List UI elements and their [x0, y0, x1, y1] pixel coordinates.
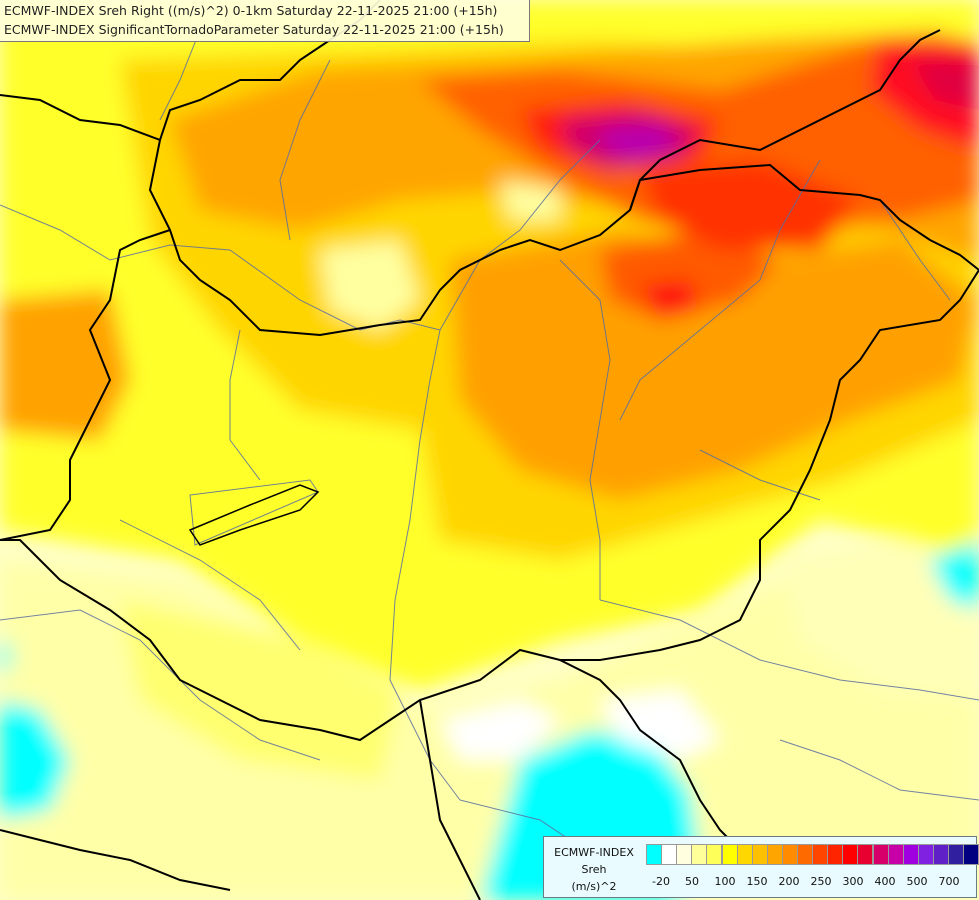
legend-tick-label: 300 [842, 875, 864, 888]
legend-swatch [751, 844, 768, 865]
legend-swatch [917, 844, 934, 865]
legend-swatch [706, 844, 723, 865]
color-legend: ECMWF-INDEX Sreh (m/s)^2 -20 50 100 150 200 2… [543, 836, 979, 898]
legend-swatch [932, 844, 949, 865]
legend-swatch [736, 844, 753, 865]
legend-tick-label: 200 [778, 875, 800, 888]
legend-swatch [842, 844, 859, 865]
legend-swatch [872, 844, 889, 865]
legend-tick-label: 100 [714, 875, 736, 888]
header-line-2: ECMWF-INDEX SignificantTornadoParameter … [4, 22, 504, 37]
lake-balaton [188, 484, 320, 546]
legend-swatch [646, 844, 662, 865]
legend-title: ECMWF-INDEX [554, 846, 634, 859]
legend-tick-label: 50 [685, 875, 699, 888]
map-header: ECMWF-INDEX Sreh Right ((m/s)^2) 0-1km S… [0, 0, 530, 42]
legend-swatch [902, 844, 919, 865]
legend-swatch [857, 844, 874, 865]
legend-swatch [691, 844, 708, 865]
legend-swatch [948, 844, 964, 865]
legend-tick-label: 700 [938, 875, 960, 888]
legend-swatch [781, 844, 798, 865]
legend-swatch [963, 844, 979, 865]
legend-tick-label: 500 [906, 875, 928, 888]
legend-swatch [827, 844, 844, 865]
legend-unit: (m/s)^2 [571, 880, 617, 893]
legend-tick-label: -20 [652, 875, 670, 888]
legend-swatch [676, 844, 693, 865]
legend-swatch [766, 844, 783, 865]
legend-swatch [887, 844, 904, 865]
legend-variable: Sreh [581, 863, 607, 876]
legend-tick-label: 400 [874, 875, 896, 888]
legend-swatch [661, 844, 678, 865]
legend-tick-label: 150 [746, 875, 768, 888]
legend-swatch [797, 844, 813, 865]
legend-swatch [721, 844, 738, 865]
legend-tick-label: 250 [810, 875, 832, 888]
legend-swatch [812, 844, 829, 865]
header-line-1: ECMWF-INDEX Sreh Right ((m/s)^2) 0-1km S… [4, 3, 498, 18]
